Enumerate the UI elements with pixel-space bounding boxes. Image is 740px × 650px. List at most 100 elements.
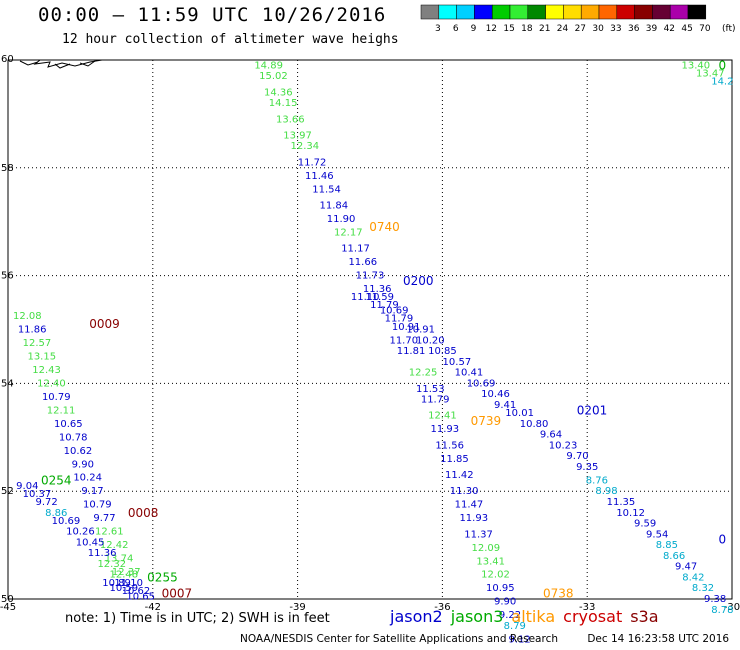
- satellite-name: cryosat: [563, 607, 623, 626]
- wave-height-label: 10.12: [616, 508, 645, 519]
- credit-line: NOAA/NESDIS Center for Satellite Applica…: [240, 633, 740, 645]
- wave-height-label: 11.93: [459, 513, 488, 524]
- credit-text: NOAA/NESDIS Center for Satellite Applica…: [240, 633, 558, 645]
- x-tick-label: -39: [289, 602, 305, 613]
- wave-height-label: 11.10: [351, 292, 380, 303]
- y-tick-label: 60: [1, 54, 14, 65]
- wave-height-label: 11.35: [607, 497, 636, 508]
- wave-height-label: 8.98: [595, 486, 617, 497]
- wave-height-label: 10.62: [64, 446, 93, 457]
- color-swatch: [456, 4, 475, 20]
- wave-height-label: 8.66: [663, 551, 685, 562]
- color-scale-tick: 24: [557, 24, 569, 34]
- wave-height-label: 13.40: [681, 60, 710, 71]
- wave-height-label: 10.65: [54, 419, 83, 430]
- wave-height-label: 8.79: [504, 621, 526, 632]
- pass-time-label: 0008: [128, 506, 159, 520]
- wave-height-label: 12.42: [100, 540, 129, 551]
- color-scale-legend: 3 6 9 12 15 18 21 24 27 30 33 36 39 42 45 70 (ft): [420, 4, 736, 34]
- chart-gridlines: [8, 60, 732, 599]
- y-tick-label: 52: [1, 486, 14, 497]
- wave-height-label: 14.15: [269, 98, 298, 109]
- pass-time-label: 0255: [147, 570, 178, 584]
- wave-height-label: 8.42: [682, 572, 704, 583]
- wave-height-label: 12.40: [37, 378, 66, 389]
- color-swatch: [438, 4, 457, 20]
- wave-height-label: 9.47: [675, 562, 697, 573]
- wave-height-label: 12.32: [97, 559, 126, 570]
- wave-height-label: 10.65: [126, 591, 155, 602]
- color-scale-tick: 12: [486, 24, 497, 34]
- wave-height-label: 9.72: [35, 497, 57, 508]
- wave-height-label: 9.41: [494, 400, 516, 411]
- color-swatch: [563, 4, 582, 20]
- x-tick-label: -45: [0, 602, 16, 613]
- chart-pass-labels: 0740 0200 0009 0739 0201 0254 0008 0255 0007 0738…: [41, 58, 726, 600]
- color-scale-tick: 30: [592, 24, 604, 34]
- color-scale-tick: 42: [664, 24, 675, 34]
- color-swatch: [616, 4, 635, 20]
- wave-height-label: 12.61: [95, 527, 124, 538]
- wave-height-label: 14.36: [264, 87, 293, 98]
- wave-height-label: 11.81: [397, 346, 426, 357]
- wave-height-label: 10.78: [59, 432, 88, 443]
- color-swatch: [420, 4, 440, 20]
- color-scale-tick: 21: [539, 24, 550, 34]
- color-scale-tick: 3: [435, 24, 441, 34]
- wave-height-label: 13.47: [696, 68, 725, 79]
- wave-height-label: 10.24: [73, 473, 102, 484]
- wave-height-label: 11.70: [389, 335, 418, 346]
- wave-height-label: 12.43: [32, 365, 61, 376]
- color-swatch: [545, 4, 564, 20]
- wave-height-label: 11.36: [363, 284, 392, 295]
- wave-height-label: 9.70: [566, 451, 588, 462]
- wave-height-label: 11.59: [365, 292, 394, 303]
- pass-time-label: 0201: [577, 403, 608, 417]
- wave-height-label: 11.85: [440, 454, 469, 465]
- wave-height-label: 10.46: [481, 389, 510, 400]
- wave-height-label: 10.57: [443, 357, 472, 368]
- chart-frame: [7, 59, 733, 600]
- wave-height-label: 10.62: [122, 586, 151, 597]
- wave-height-label: 12.02: [481, 570, 510, 581]
- wave-height-label: 10.80: [520, 419, 549, 430]
- color-scale-tick: 27: [575, 24, 586, 34]
- wave-height-label: 9.90: [494, 597, 516, 608]
- wave-height-label: 10.26: [66, 527, 95, 538]
- y-tick-label: 54: [1, 378, 14, 389]
- wave-height-label: 11.42: [445, 470, 474, 481]
- wave-height-label: 11.84: [319, 201, 348, 212]
- x-tick-label: -36: [434, 602, 450, 613]
- wave-height-label: 13.66: [276, 114, 305, 125]
- wave-height-label: 10.79: [83, 500, 112, 511]
- wave-height-label: 10.59: [110, 583, 139, 594]
- color-scale-tick: 39: [646, 24, 658, 34]
- wave-height-label: 12.41: [428, 411, 457, 422]
- pass-time-label: 0009: [89, 317, 120, 331]
- wave-height-label: 11.73: [356, 271, 385, 282]
- satellite-name: s3a: [630, 607, 659, 626]
- color-swatch: [491, 4, 511, 20]
- wave-height-label: 10.45: [76, 537, 105, 548]
- wave-height-label: 10.37: [23, 489, 52, 500]
- timestamp: Dec 14 16:23:58 UTC 2016: [587, 633, 730, 645]
- wave-height-label: 11.79: [370, 300, 399, 311]
- wave-height-label: 13.74: [105, 554, 134, 565]
- wave-height-label: 10.23: [549, 440, 578, 451]
- pass-time-label: 0739: [471, 414, 502, 428]
- wave-height-label: 8.85: [656, 540, 678, 551]
- y-tick-label: 56: [1, 271, 14, 282]
- page-subtitle: 12 hour collection of altimeter wave hei…: [62, 32, 399, 47]
- color-swatch: [669, 4, 689, 20]
- wave-height-label: 15.02: [259, 71, 288, 82]
- wave-height-label: 9.17: [81, 486, 103, 497]
- pass-time-label: 0: [719, 533, 727, 547]
- wave-height-label: 9.77: [93, 513, 115, 524]
- wave-height-label: 14.2: [711, 77, 733, 88]
- wave-height-label: 12.57: [23, 338, 52, 349]
- wave-height-label: 13.15: [27, 351, 56, 362]
- wave-height-label: 10.20: [416, 335, 445, 346]
- coastline-fragment: [10, 59, 103, 69]
- wave-height-label: 11.37: [464, 529, 493, 540]
